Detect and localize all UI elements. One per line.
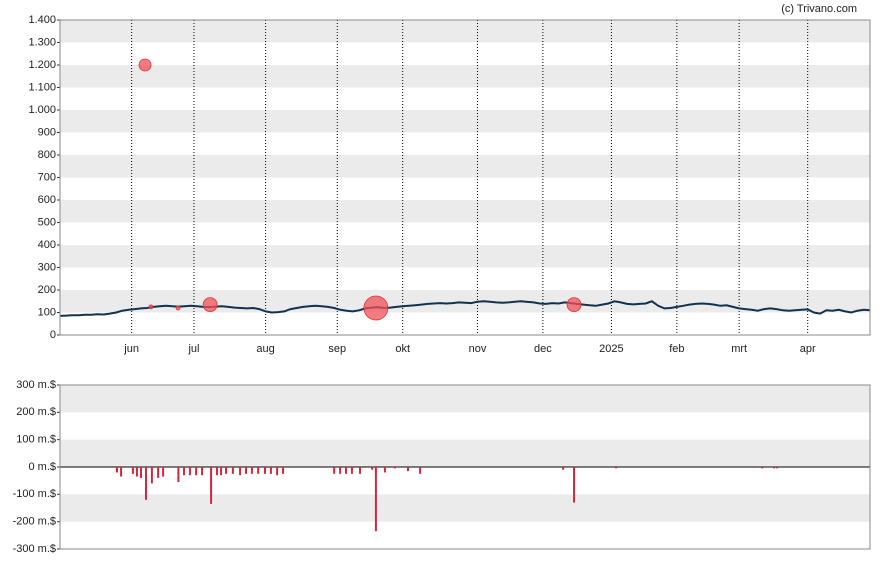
bar <box>393 467 396 469</box>
bar <box>419 467 422 474</box>
grid-band <box>60 245 870 268</box>
y-tick-label: 400 <box>38 239 56 251</box>
y-tick-label: 200 <box>38 284 56 296</box>
x-tick-label: mrt <box>731 343 747 355</box>
bar <box>776 467 779 469</box>
bar <box>257 467 260 474</box>
bar <box>383 467 386 473</box>
grid-band <box>60 290 870 313</box>
bar <box>406 467 409 472</box>
bar <box>144 467 147 500</box>
x-tick-label: aug <box>256 343 274 355</box>
price-line <box>59 300 871 317</box>
bar <box>350 467 353 474</box>
bar <box>210 467 213 504</box>
y-tick-label: 200 m.$ <box>16 406 56 418</box>
bar <box>359 467 362 474</box>
grid-band <box>60 155 870 178</box>
x-tick-label: nov <box>469 343 487 355</box>
bar <box>344 467 347 474</box>
y-tick-label: -300 m.$ <box>13 543 56 555</box>
bar <box>177 467 180 483</box>
y-tick-label: 800 <box>38 149 56 161</box>
x-tick-label: apr <box>800 343 816 355</box>
bar <box>282 467 285 474</box>
x-tick-label: jun <box>123 343 139 355</box>
grid-band <box>60 110 870 133</box>
x-tick-label: 2025 <box>599 343 623 355</box>
y-tick-label: 600 <box>38 194 56 206</box>
grid-band <box>60 200 870 223</box>
y-tick-label: 1.000 <box>28 104 56 116</box>
bar <box>162 467 165 477</box>
x-tick-label: jul <box>187 343 199 355</box>
bar <box>761 467 764 469</box>
bar <box>374 467 377 532</box>
bar <box>120 467 123 477</box>
y-tick-label: 300 <box>38 261 56 273</box>
bar <box>195 467 198 476</box>
bar <box>220 467 223 476</box>
bar <box>276 467 279 476</box>
x-tick-label: feb <box>669 343 684 355</box>
bar <box>131 467 134 474</box>
bar <box>239 467 242 476</box>
bar <box>250 467 253 474</box>
bar <box>135 467 138 477</box>
grid-band <box>60 65 870 88</box>
bar <box>225 467 228 474</box>
y-tick-label: 100 m.$ <box>16 434 56 446</box>
bubble <box>148 304 154 310</box>
bar <box>333 467 336 474</box>
grid-band <box>60 20 870 43</box>
x-tick-label: sep <box>328 343 346 355</box>
bubble <box>138 58 152 72</box>
y-tick-label: 0 m.$ <box>28 461 56 473</box>
bar <box>188 467 191 476</box>
bubble <box>363 295 389 321</box>
grid-band <box>60 494 870 522</box>
x-tick-label: okt <box>395 343 410 355</box>
plot-frame <box>59 384 871 550</box>
bar <box>573 467 576 503</box>
bar <box>157 467 160 478</box>
bar <box>182 467 185 476</box>
bubble <box>202 297 218 313</box>
y-tick-label: 700 <box>38 171 56 183</box>
y-tick-label: -200 m.$ <box>13 516 56 528</box>
y-tick-label: -100 m.$ <box>13 488 56 500</box>
bar <box>231 467 234 474</box>
y-tick-label: 0 <box>50 329 56 341</box>
bar <box>615 467 618 469</box>
y-tick-label: 900 <box>38 126 56 138</box>
bar <box>773 467 776 469</box>
bar <box>371 467 374 470</box>
bar <box>116 467 119 473</box>
bar <box>269 467 272 474</box>
bar <box>263 467 266 474</box>
bar <box>244 467 247 474</box>
bubble <box>175 305 181 311</box>
bar <box>140 467 142 478</box>
bar <box>201 467 204 476</box>
y-tick-label: 500 <box>38 216 56 228</box>
y-tick-label: 1.100 <box>28 81 56 93</box>
y-tick-label: 100 <box>38 306 56 318</box>
y-tick-label: 1.200 <box>28 59 56 71</box>
bar <box>339 467 342 474</box>
grid-band <box>60 385 870 413</box>
bar <box>216 467 219 476</box>
credit: (c) Trivano.com <box>781 3 857 15</box>
bubble <box>566 297 582 313</box>
bar <box>150 467 153 484</box>
grid-band <box>60 439 870 467</box>
y-tick-label: 300 m.$ <box>16 379 56 391</box>
x-tick-label: dec <box>534 343 552 355</box>
y-tick-label: 1.400 <box>28 14 56 26</box>
plot-frame <box>59 19 871 336</box>
bar <box>562 467 565 470</box>
y-tick-label: 1.300 <box>28 36 56 48</box>
